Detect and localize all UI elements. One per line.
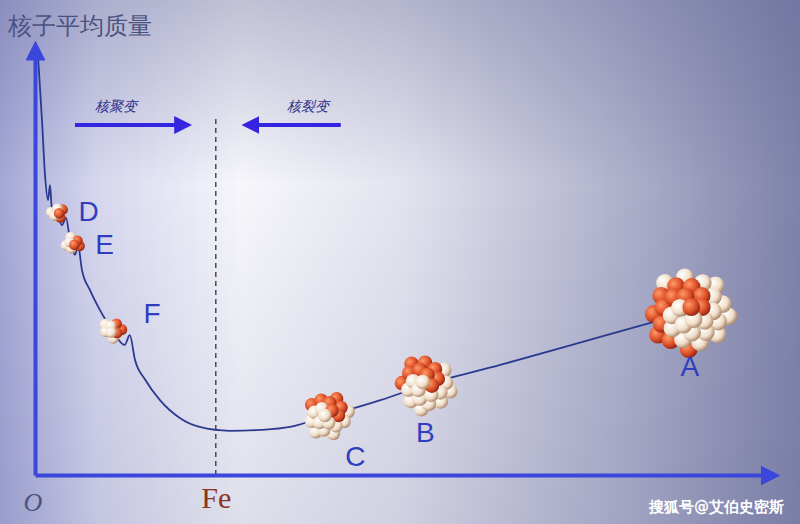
background-shade	[0, 0, 800, 524]
nucleus	[61, 232, 85, 254]
curve	[38, 55, 690, 431]
x-axis-line	[36, 474, 771, 478]
nucleon	[69, 239, 80, 250]
y-axis-line	[34, 51, 38, 476]
point-label: E	[95, 229, 114, 260]
annotation-arrow	[256, 123, 341, 127]
point-label: C	[345, 441, 365, 472]
nucleus	[100, 318, 127, 343]
grid-line	[215, 115, 216, 475]
background	[0, 0, 800, 524]
nucleon	[682, 298, 700, 316]
watermark: 搜狐号@艾伯史密斯	[648, 498, 784, 516]
point-label: D	[78, 196, 98, 227]
point-label: F	[143, 298, 160, 329]
y-axis	[35, 51, 36, 476]
grid	[215, 115, 216, 475]
point-label: B	[416, 417, 435, 448]
plot-area	[38, 55, 737, 440]
annotation-arrow	[75, 123, 178, 127]
x-tick: Fe	[201, 475, 231, 514]
chart: DE F C B A Fe 核子平均质量 O 核聚变 核裂变搜狐号@艾伯史密斯	[0, 0, 800, 524]
nucleus	[395, 356, 458, 417]
annotation-text: 核裂变	[287, 98, 331, 114]
x-tick-label: Fe	[201, 481, 231, 514]
annotations: 核聚变 核裂变	[75, 98, 341, 125]
annotation-text: 核聚变	[95, 98, 139, 114]
nucleus	[645, 268, 737, 358]
nucleus	[46, 203, 68, 222]
nucleon	[318, 409, 332, 423]
nucleon	[106, 327, 117, 338]
point-labels: DE F C B A	[78, 196, 699, 473]
y-axis-title: 核子平均质量	[7, 12, 152, 40]
origin-label: O	[24, 488, 43, 517]
nucleon	[54, 208, 64, 218]
nucleus	[305, 392, 355, 440]
point-label: A	[681, 351, 700, 382]
nucleon	[415, 375, 430, 390]
